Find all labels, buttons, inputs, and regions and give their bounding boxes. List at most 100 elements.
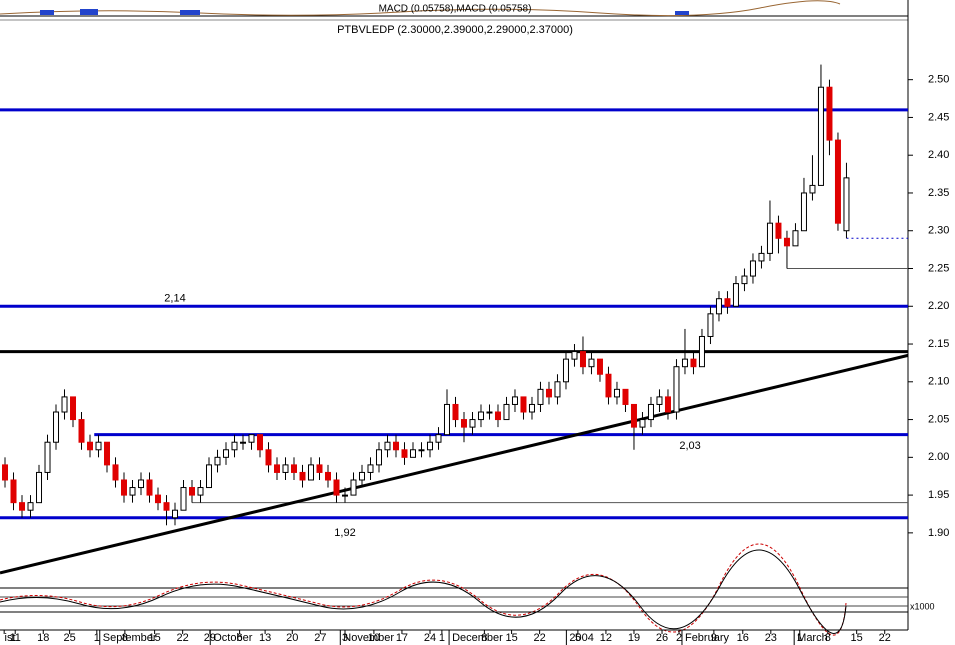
annotation: 1,92 <box>334 527 355 539</box>
candle-body <box>613 388 620 398</box>
candle-body <box>588 358 595 368</box>
candle-body <box>95 441 102 451</box>
candle-body <box>732 283 739 307</box>
volume-scale-label: x1000 <box>910 601 935 611</box>
candle-body <box>214 456 221 466</box>
candle-body <box>690 358 697 368</box>
x-tick-label: ist <box>5 632 16 644</box>
candle-body <box>44 441 51 473</box>
x-tick-label: 13 <box>259 632 271 644</box>
candle-body <box>809 184 816 194</box>
candle-body <box>469 419 476 428</box>
candle-body <box>681 358 688 368</box>
x-tick-label: 25 <box>63 632 75 644</box>
candle-body <box>104 441 111 466</box>
candle-body <box>121 479 128 496</box>
candle-body <box>70 396 77 421</box>
month-label: March <box>797 632 828 644</box>
candle-body <box>10 479 17 504</box>
candle-body <box>248 434 255 443</box>
candle-body <box>792 230 799 247</box>
x-tick-label: 1 <box>439 632 445 644</box>
x-tick-label: 15 <box>505 632 517 644</box>
x-tick-label: 22 <box>534 632 546 644</box>
candle-body <box>273 464 280 473</box>
candle-body <box>647 403 654 421</box>
candle-body <box>409 449 416 458</box>
candle-body <box>197 487 204 496</box>
x-tick-label: 1 <box>797 632 803 644</box>
y-tick-label: 2.05 <box>928 413 949 425</box>
x-tick-label: 9 <box>711 632 717 644</box>
x-tick-label: 8 <box>825 632 831 644</box>
candle-body <box>138 479 145 489</box>
candle-body <box>61 396 68 413</box>
candle-body <box>758 252 765 262</box>
candle-body <box>180 487 187 511</box>
candle-body <box>605 373 612 398</box>
candle-body <box>511 396 518 405</box>
candle-body <box>129 487 136 496</box>
chart-title: PTBVLEDP (2.30000,2.39000,2.29000,2.3700… <box>337 24 573 36</box>
candle-body <box>240 441 247 444</box>
y-tick-label: 2.50 <box>928 74 949 86</box>
month-label: December <box>452 632 503 644</box>
candle-body <box>375 449 382 466</box>
y-tick-label: 2.10 <box>928 376 949 388</box>
x-tick-label: 27 <box>314 632 326 644</box>
candle-body <box>36 471 43 504</box>
y-tick-label: 2.25 <box>928 262 949 274</box>
x-tick-label: 11 <box>10 632 21 644</box>
candle-body <box>775 222 782 239</box>
x-tick-label: 3 <box>342 632 348 644</box>
candle-body <box>664 396 671 413</box>
x-tick-label: 17 <box>396 632 408 644</box>
y-tick-label: 2.35 <box>928 187 949 199</box>
y-tick-label: 2.30 <box>928 225 949 237</box>
candle-body <box>350 479 357 496</box>
candle-body <box>418 449 425 452</box>
stochastic-signal <box>0 543 847 636</box>
candle-body <box>231 441 238 451</box>
month-label: February <box>685 632 730 644</box>
x-tick-label: 16 <box>737 632 749 644</box>
candle-body <box>622 388 629 405</box>
x-tick-label: 23 <box>765 632 777 644</box>
candle-body <box>579 351 586 368</box>
candle-body <box>426 441 433 451</box>
x-tick-label: 22 <box>879 632 891 644</box>
candle-body <box>503 403 510 421</box>
x-tick-label: 18 <box>37 632 49 644</box>
candle-body <box>401 449 408 458</box>
candle-body <box>299 471 306 481</box>
candle-body <box>783 237 790 247</box>
y-tick-label: 1.95 <box>928 489 949 501</box>
candle-body <box>494 411 501 421</box>
x-tick-label: 5 <box>575 632 581 644</box>
annotation: 2,14 <box>164 293 185 305</box>
candle-body <box>486 411 493 414</box>
x-tick-label: 15 <box>851 632 863 644</box>
candle-body <box>571 351 578 360</box>
y-tick-label: 2.40 <box>928 149 949 161</box>
y-tick-label: 1.90 <box>928 527 949 539</box>
candle-body <box>452 403 459 421</box>
x-tick-label: 22 <box>177 632 189 644</box>
x-tick-label: 6 <box>237 632 243 644</box>
candle-body <box>53 411 60 443</box>
candle-body <box>443 403 450 436</box>
candle-body <box>596 358 603 375</box>
candle-body <box>656 396 663 405</box>
candle-body <box>206 464 213 489</box>
x-tick-label: 15 <box>148 632 160 644</box>
candle-body <box>256 434 263 451</box>
candle-body <box>460 419 467 428</box>
candle-body <box>112 464 119 481</box>
candle-body <box>189 487 196 496</box>
candle-body <box>307 464 314 481</box>
indicator-blob <box>40 10 54 15</box>
candle-body <box>435 434 442 443</box>
indicator-blob <box>180 10 200 15</box>
